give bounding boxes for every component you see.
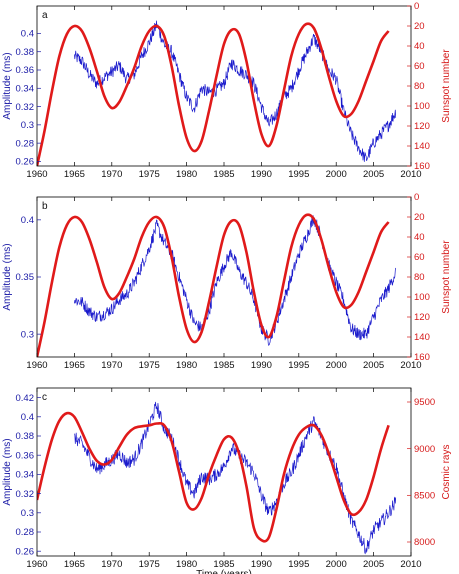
x-tick-label: 1985	[213, 360, 234, 371]
x-tick-label: 2000	[326, 169, 347, 180]
y-tick-label: 0.34	[16, 83, 35, 94]
x-tick-label: 1990	[251, 559, 272, 570]
y-axis-label: Amplitude (ms)	[2, 243, 13, 310]
x-axis-label: Time (years)	[196, 569, 252, 574]
x-tick-label: 2010	[400, 559, 421, 570]
x-tick-label: 1960	[26, 169, 47, 180]
x-tick-label: 2000	[326, 559, 347, 570]
y-tick-label: 0.26	[16, 546, 35, 557]
y2-tick-label: 120	[414, 121, 430, 132]
x-tick-label: 2005	[363, 360, 384, 371]
series-red-line	[37, 411, 390, 543]
y-tick-label: 0.36	[16, 450, 35, 461]
y2-tick-label: 140	[414, 332, 430, 343]
y2-tick-label: 140	[414, 141, 430, 152]
x-tick-label: 1990	[251, 169, 272, 180]
y2-tick-label: 80	[414, 272, 425, 283]
y-tick-label: 0.28	[16, 138, 35, 149]
series-amplitude-line	[74, 401, 397, 555]
y-tick-label: 0.4	[21, 29, 34, 40]
y-tick-label: 0.34	[16, 470, 35, 481]
x-tick-label: 1985	[213, 559, 234, 570]
x-tick-label: 1970	[101, 360, 122, 371]
x-tick-label: 1995	[288, 360, 309, 371]
y-tick-label: 0.32	[16, 102, 35, 113]
y-tick-label: 0.35	[16, 272, 35, 283]
x-tick-label: 1965	[64, 169, 85, 180]
y2-tick-label: 100	[414, 292, 430, 303]
y-tick-label: 0.38	[16, 431, 35, 442]
x-tick-label: 1985	[213, 169, 234, 180]
y-tick-label: 0.4	[21, 215, 34, 226]
x-tick-label: 1990	[251, 360, 272, 371]
x-tick-label: 2005	[363, 169, 384, 180]
y-axis-label: Amplitude (ms)	[2, 52, 13, 119]
panel-c: 1960 1965 1970 1975 1980 1985 1990 1995 2000 2005…	[2, 387, 452, 574]
x-tick-label: 1975	[139, 559, 160, 570]
y2-tick-label: 20	[414, 21, 425, 32]
y-tick-label: 0.38	[16, 47, 35, 58]
x-tick-label: 1975	[139, 169, 160, 180]
series-red-line	[37, 22, 390, 166]
y2-axis-label: Sunspot number	[441, 240, 452, 314]
y-tick-label: 0.42	[16, 393, 35, 404]
x-tick-label: 2005	[363, 559, 384, 570]
y-tick-label: 0.3	[21, 120, 34, 131]
panel-letter: a	[42, 10, 48, 21]
y-tick-label: 0.3	[21, 508, 34, 519]
y2-tick-label: 9500	[414, 397, 435, 408]
y2-tick-label: 40	[414, 41, 425, 52]
series-amplitude-line	[74, 20, 397, 162]
panel-letter: b	[42, 201, 48, 212]
x-tick-label: 1965	[64, 559, 85, 570]
panel-a: 1960 1965 1970 1975 1980 1985 1990 1995 2000 2005…	[2, 1, 452, 180]
y2-tick-label: 20	[414, 212, 425, 223]
x-tick-label: 1995	[288, 169, 309, 180]
x-tick-label: 1970	[101, 559, 122, 570]
plot-frame	[36, 196, 412, 358]
y-axis-label: Amplitude (ms)	[2, 438, 13, 505]
y2-tick-label: 120	[414, 312, 430, 323]
y-tick-label: 0.32	[16, 489, 35, 500]
y2-tick-label: 60	[414, 61, 425, 72]
y2-tick-label: 40	[414, 232, 425, 243]
panel-b: 1960 1965 1970 1975 1980 1985 1990 1995 2000 2005…	[2, 192, 452, 371]
y-tick-label: 0.36	[16, 65, 35, 76]
x-tick-label: 2000	[326, 360, 347, 371]
panel-letter: c	[42, 392, 47, 403]
series-amplitude-line	[74, 215, 397, 346]
y2-axis-label: Sunspot number	[441, 49, 452, 123]
x-tick-label: 1975	[139, 360, 160, 371]
y2-tick-label: 0	[414, 192, 419, 203]
y2-tick-label: 0	[414, 1, 419, 12]
x-tick-label: 2010	[400, 169, 421, 180]
y-tick-label: 0.3	[21, 329, 34, 340]
y2-tick-label: 100	[414, 101, 430, 112]
x-tick-label: 1980	[176, 169, 197, 180]
y2-tick-label: 9000	[414, 444, 435, 455]
x-tick-label: 1970	[101, 169, 122, 180]
x-tick-label: 1980	[176, 360, 197, 371]
y2-tick-label: 60	[414, 252, 425, 263]
y2-tick-label: 160	[414, 161, 430, 172]
series-red-line	[37, 213, 390, 357]
y-tick-label: 0.4	[21, 412, 34, 423]
x-tick-label: 1965	[64, 360, 85, 371]
y2-tick-label: 8500	[414, 491, 435, 502]
y2-tick-label: 8000	[414, 537, 435, 548]
y-tick-label: 0.28	[16, 527, 35, 538]
y2-tick-label: 160	[414, 352, 430, 363]
x-tick-label: 1995	[288, 559, 309, 570]
y2-tick-label: 80	[414, 81, 425, 92]
x-tick-label: 1960	[26, 360, 47, 371]
x-tick-label: 2010	[400, 360, 421, 371]
plot-frame	[36, 387, 412, 557]
x-tick-label: 1960	[26, 559, 47, 570]
y-tick-label: 0.26	[16, 157, 35, 168]
y2-axis-label: Cosmic rays	[441, 444, 452, 499]
x-tick-label: 1980	[176, 559, 197, 570]
